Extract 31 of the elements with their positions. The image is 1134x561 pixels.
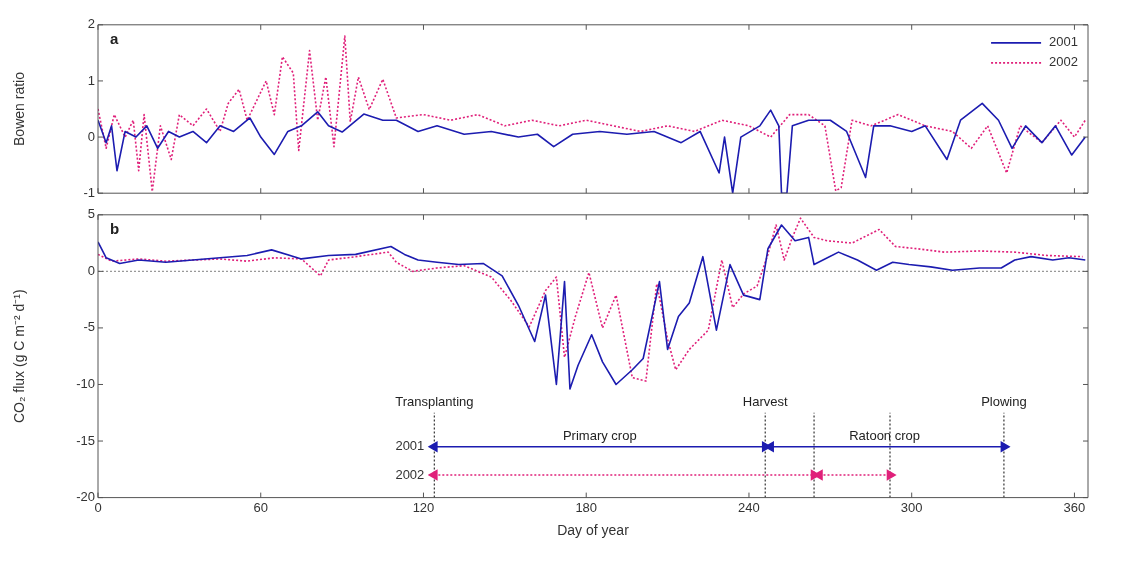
x-axis-title: Day of year (557, 522, 630, 539)
x-tick-label: 360 (1063, 499, 1086, 515)
annotation: Plowing (981, 393, 1027, 409)
y-tick-label: -10 (76, 376, 95, 392)
annotation: Harvest (742, 393, 789, 409)
y-tick-label: 1 (87, 72, 95, 88)
y-tick-label: 0 (87, 262, 95, 278)
y-axis-title: Bowen ratio (11, 71, 28, 146)
annotation: Primary crop (562, 427, 637, 443)
x-tick-label: 120 (412, 499, 435, 515)
y-tick-label: 0 (87, 128, 95, 144)
y-tick-label: 5 (87, 206, 95, 222)
y-tick-label: -5 (83, 319, 95, 335)
annotation: b (110, 220, 120, 238)
x-tick-label: 240 (738, 499, 760, 515)
line-series (98, 35, 1087, 193)
annotation: Ratoon crop (849, 427, 920, 443)
annotation: Transplanting (395, 393, 474, 409)
series-label: 2002 (395, 466, 425, 482)
x-tick-label: 60 (253, 499, 268, 515)
y-tick-label: -1 (83, 184, 95, 200)
y-axis-title: CO₂ flux (g C m⁻² d⁻¹) (11, 289, 28, 424)
y-tick-label: 2 (87, 16, 95, 32)
x-tick-label: 180 (575, 499, 598, 515)
annotation: a (110, 30, 119, 48)
y-tick-label: -20 (76, 489, 95, 505)
series-label: 2001 (395, 438, 425, 454)
y-tick-label: -15 (76, 432, 95, 448)
legend-label: 2001 (1049, 34, 1078, 50)
legend-label: 2002 (1049, 54, 1078, 70)
x-tick-label: 300 (900, 499, 923, 515)
